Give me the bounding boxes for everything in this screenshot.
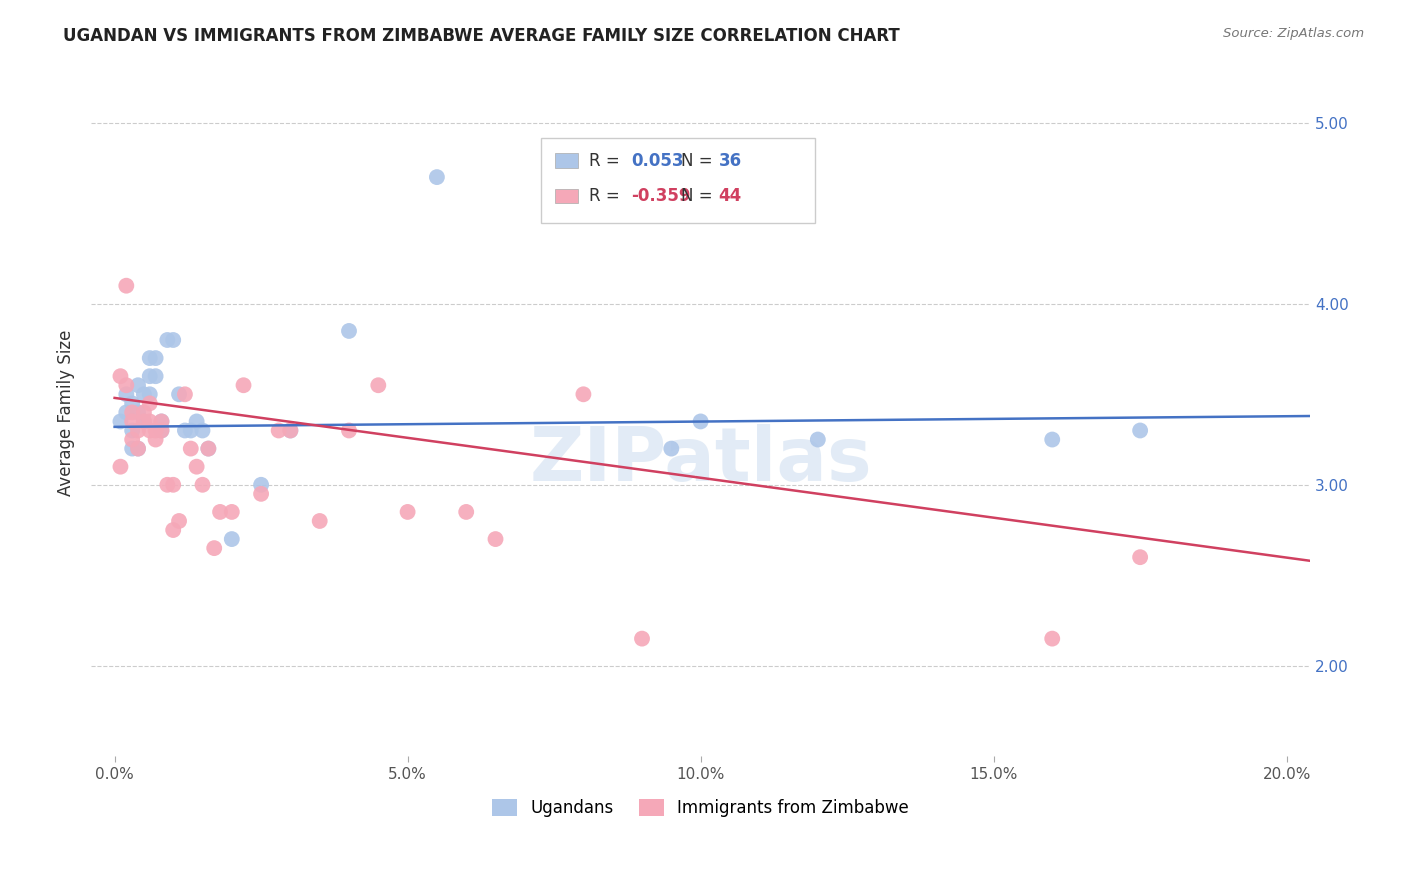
Point [139,396,162,410]
Point [115,405,138,419]
Point [132,414,155,428]
Point [139,351,162,365]
Point [145,369,167,384]
Point [121,414,143,428]
Point [186,414,208,428]
Point [191,477,214,491]
Point [1040,632,1063,646]
Point [186,459,208,474]
Text: 0.053: 0.053 [631,152,683,169]
Point [659,442,682,456]
Point [689,414,711,428]
Point [127,405,149,419]
Text: 44: 44 [718,187,742,205]
Text: N =: N = [681,152,717,169]
Point [174,387,197,401]
Point [156,333,179,347]
Point [1129,550,1152,565]
Point [167,514,190,528]
Point [807,433,830,447]
Point [209,505,232,519]
Point [115,387,138,401]
Point [280,424,302,438]
Point [221,505,243,519]
Point [280,424,302,438]
Point [174,424,197,438]
Point [167,387,190,401]
Point [121,405,143,419]
Point [484,532,506,546]
Text: UGANDAN VS IMMIGRANTS FROM ZIMBABWE AVERAGE FAMILY SIZE CORRELATION CHART: UGANDAN VS IMMIGRANTS FROM ZIMBABWE AVER… [63,27,900,45]
Point [396,505,419,519]
Point [180,442,202,456]
Point [250,477,273,491]
Point [250,487,273,501]
Text: R =: R = [589,152,626,169]
Text: N =: N = [681,187,717,205]
Point [337,324,360,338]
Point [221,532,243,546]
Point [127,442,149,456]
Point [150,414,173,428]
Point [145,351,167,365]
Point [150,414,173,428]
Point [127,424,149,438]
Point [139,424,162,438]
Point [150,424,173,438]
Point [132,387,155,401]
Point [197,442,219,456]
Point [426,170,449,185]
Text: 36: 36 [718,152,741,169]
Point [145,433,167,447]
Point [631,632,654,646]
Point [162,523,184,537]
Point [145,424,167,438]
Point [115,378,138,392]
Point [110,369,132,384]
Point [232,378,254,392]
Point [162,333,184,347]
Point [110,459,132,474]
Point [132,414,155,428]
Point [337,424,360,438]
Point [121,424,143,438]
Point [197,442,219,456]
Text: Source: ZipAtlas.com: Source: ZipAtlas.com [1223,27,1364,40]
Point [150,424,173,438]
Point [127,378,149,392]
Point [267,424,290,438]
Point [121,442,143,456]
Point [1129,424,1152,438]
Point [139,387,162,401]
Point [191,424,214,438]
Text: -0.359: -0.359 [631,187,690,205]
Text: R =: R = [589,187,626,205]
Point [1040,433,1063,447]
Point [180,424,202,438]
Point [456,505,478,519]
Point [156,477,179,491]
Point [121,396,143,410]
Point [139,414,162,428]
Text: ZIPatlas: ZIPatlas [529,424,872,497]
Point [110,414,132,428]
Point [115,278,138,293]
Point [162,477,184,491]
Point [139,369,162,384]
Point [367,378,389,392]
Y-axis label: Average Family Size: Average Family Size [58,329,75,496]
Point [572,387,595,401]
Point [121,433,143,447]
Point [132,405,155,419]
Point [308,514,330,528]
Legend: Ugandans, Immigrants from Zimbabwe: Ugandans, Immigrants from Zimbabwe [485,792,915,823]
Point [202,541,225,555]
Point [127,442,149,456]
